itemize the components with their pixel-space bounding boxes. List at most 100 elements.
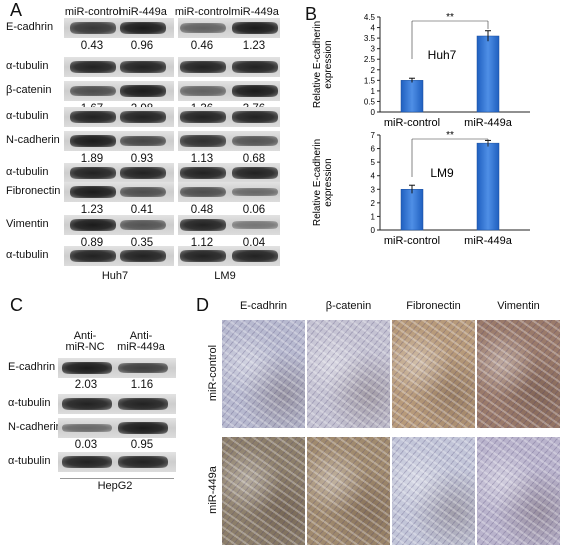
- protein-band: [232, 21, 278, 35]
- band-quantification: 0.43: [80, 40, 104, 52]
- blot-strip: [64, 57, 174, 77]
- band-quantification: 1.23: [242, 40, 266, 52]
- blot-strip: [64, 107, 174, 127]
- protein-band: [180, 166, 226, 180]
- y-axis-label: expression: [323, 158, 334, 206]
- protein-band: [118, 455, 168, 469]
- blot-strip: [178, 182, 280, 202]
- y-tick-label: 4.5: [364, 13, 376, 22]
- cell-line-label: LM9: [430, 166, 454, 180]
- y-tick-label: 2: [371, 66, 376, 75]
- protein-band: [120, 110, 166, 124]
- protein-band: [232, 187, 278, 197]
- ihc-tissue-image: [477, 437, 560, 545]
- blot-strip: [64, 215, 174, 235]
- protein-band: [118, 421, 168, 435]
- blot-strip: [178, 57, 280, 77]
- protein-band: [180, 23, 226, 33]
- ihc-tissue-image: [392, 437, 475, 545]
- blot-strip: [64, 182, 174, 202]
- y-tick-label: 0.5: [364, 97, 376, 106]
- protein-band: [120, 249, 166, 263]
- significance-marker: **: [446, 130, 454, 141]
- band-quantification: 1.13: [190, 153, 214, 165]
- ihc-column-header: E-cadhrin: [239, 300, 288, 312]
- protein-band: [62, 397, 112, 411]
- band-quantification: 2.03: [74, 379, 98, 391]
- blot-strip: [58, 418, 176, 438]
- protein-band: [70, 218, 116, 232]
- y-tick-label: 3: [371, 45, 376, 54]
- tissue-texture: [222, 320, 305, 428]
- lane-header: miR-449a: [231, 6, 279, 18]
- blot-strip: [178, 131, 280, 151]
- protein-band: [62, 423, 112, 433]
- y-axis-label: expression: [323, 40, 334, 88]
- band-quantification: 0.46: [190, 40, 214, 52]
- protein-band: [120, 60, 166, 74]
- y-tick-label: 6: [371, 145, 376, 154]
- y-tick-label: 4: [371, 172, 376, 181]
- tissue-texture: [222, 437, 305, 545]
- group-label-hepg2: HepG2: [97, 480, 133, 492]
- ihc-tissue-image: [222, 320, 305, 428]
- tissue-texture: [392, 437, 475, 545]
- blot-strip: [64, 246, 174, 266]
- protein-band: [232, 110, 278, 124]
- tissue-texture: [392, 320, 475, 428]
- protein-band: [62, 361, 112, 375]
- row-label: E-cadhrin: [8, 361, 56, 373]
- band-quantification: 0.93: [130, 153, 154, 165]
- panel-b-letter: B: [305, 4, 318, 24]
- protein-band: [232, 220, 278, 230]
- y-tick-label: 1: [371, 212, 376, 221]
- row-label: Vimentin: [6, 218, 49, 230]
- blot-strip: [64, 131, 174, 151]
- row-label: N-cadherin: [8, 421, 62, 433]
- x-tick-label: miR-449a: [464, 235, 513, 247]
- ihc-tissue-image: [307, 437, 390, 545]
- blot-strip: [178, 18, 280, 38]
- protein-band: [120, 84, 166, 98]
- blot-strip: [64, 18, 174, 38]
- lane-header: Anti-: [73, 330, 97, 342]
- protein-band: [120, 186, 166, 198]
- ihc-row-label: miR-449a: [207, 466, 219, 514]
- blot-strip: [178, 246, 280, 266]
- band-quantification: 1.16: [130, 379, 154, 391]
- y-tick-label: 3: [371, 185, 376, 194]
- blot-strip: [178, 215, 280, 235]
- protein-band: [232, 136, 278, 146]
- protein-band: [70, 249, 116, 263]
- y-tick-label: 5: [371, 158, 376, 167]
- protein-band: [118, 397, 168, 411]
- blot-strip: [178, 81, 280, 101]
- band-quantification: 0.03: [74, 439, 98, 451]
- ihc-tissue-image: [392, 320, 475, 428]
- row-label: α-tubulin: [6, 166, 49, 178]
- lane-header: miR-NC: [65, 341, 105, 353]
- y-tick-label: 0: [371, 108, 376, 117]
- blot-strip: [178, 107, 280, 127]
- row-label: N-cadherin: [6, 134, 60, 146]
- protein-band: [118, 362, 168, 374]
- protein-band: [120, 220, 166, 230]
- lane-header: miR-control: [174, 6, 232, 18]
- protein-band: [180, 60, 226, 74]
- bar: [476, 142, 500, 231]
- protein-band: [70, 185, 116, 199]
- y-tick-label: 1.5: [364, 76, 376, 85]
- protein-band: [232, 84, 278, 98]
- lane-header: miR-449a: [119, 6, 167, 18]
- cell-line-label: Huh7: [428, 48, 457, 62]
- protein-band: [70, 134, 116, 148]
- row-label: α-tubulin: [6, 60, 49, 72]
- row-label: α-tubulin: [8, 397, 51, 409]
- protein-band: [180, 86, 226, 96]
- y-tick-label: 1: [371, 87, 376, 96]
- band-quantification: 0.68: [242, 153, 266, 165]
- tissue-texture: [477, 437, 560, 545]
- protein-band: [70, 85, 116, 97]
- lane-header: miR-449a: [117, 341, 165, 353]
